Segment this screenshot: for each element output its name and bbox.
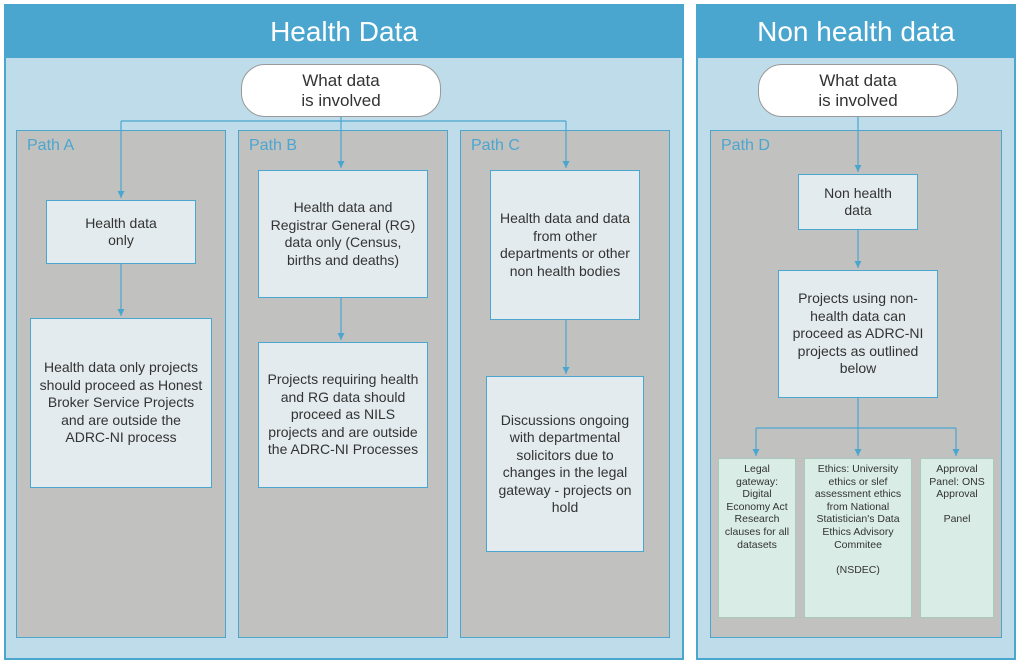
- path-d-box2: Projects using non-health data can proce…: [778, 270, 938, 398]
- health-body: What data is involved Path A Path B Path…: [6, 58, 682, 656]
- diagram-container: Health Data What data is involved Path A…: [4, 4, 1024, 660]
- path-a-label: Path A: [27, 137, 74, 155]
- pill-line1: What data: [302, 71, 380, 90]
- path-c-box2: Discussions ongoing with departmental so…: [486, 376, 644, 552]
- pill-line2: is involved: [301, 91, 380, 110]
- path-c-label: Path C: [471, 137, 520, 155]
- path-d-box1: Non health data: [798, 174, 918, 230]
- path-d-small2: Ethics: University ethics or slef assess…: [804, 458, 912, 618]
- path-a-box1: Health data only: [46, 200, 196, 264]
- path-a-box2: Health data only projects should proceed…: [30, 318, 212, 488]
- path-b-box1: Health data and Registrar General (RG) d…: [258, 170, 428, 298]
- path-d-small3: Approval Panel: ONS Approval Panel: [920, 458, 994, 618]
- path-b-label: Path B: [249, 137, 297, 155]
- nonhealth-header: Non health data: [698, 6, 1014, 58]
- health-data-panel: Health Data What data is involved Path A…: [4, 4, 684, 660]
- path-b-box2: Projects requiring health and RG data sh…: [258, 342, 428, 488]
- path-d-label: Path D: [721, 137, 770, 155]
- path-c-box1: Health data and data from other departme…: [490, 170, 640, 320]
- health-pill: What data is involved: [241, 64, 441, 117]
- path-d-small1: Legal gateway: Digital Economy Act Resea…: [718, 458, 796, 618]
- pill-line1: What data: [819, 71, 897, 90]
- nonhealth-pill: What data is involved: [758, 64, 958, 117]
- pill-line2: is involved: [818, 91, 897, 110]
- nonhealth-body: What data is involved Path D Non health …: [698, 58, 1014, 656]
- nonhealth-data-panel: Non health data What data is involved Pa…: [696, 4, 1016, 660]
- health-header: Health Data: [6, 6, 682, 58]
